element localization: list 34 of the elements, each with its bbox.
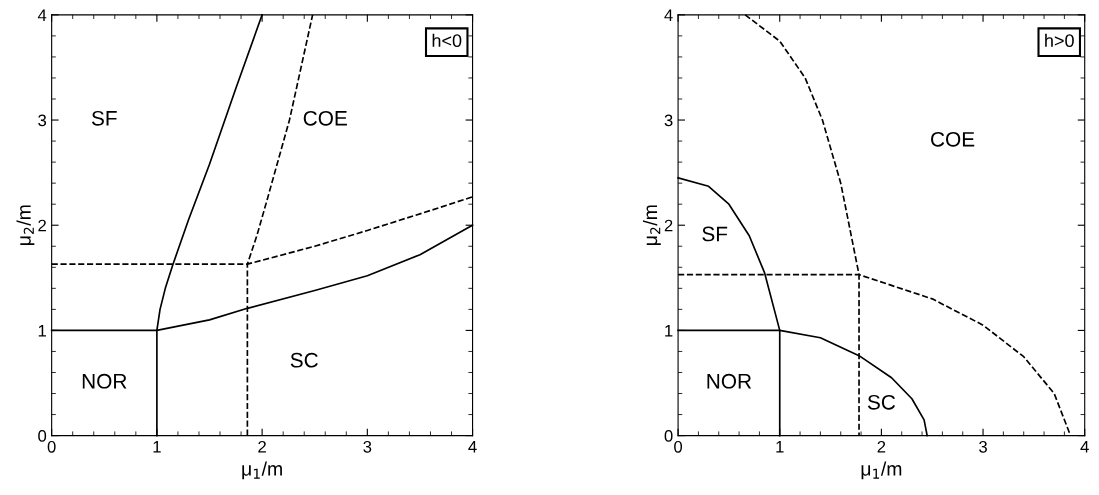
y-axis-title: μ$_{2}$/m [16, 205, 35, 246]
y-tick-label: 1 [665, 324, 673, 337]
annotation: COE [931, 131, 975, 147]
y-tick-label: 0 [664, 430, 673, 442]
annotation: SF [702, 226, 728, 242]
annotation: h<0 [432, 33, 462, 48]
y-tick-label: 1 [38, 324, 46, 337]
y-tick-label: 4 [664, 9, 673, 21]
y-tick-label: 2 [38, 219, 46, 232]
x-tick-label: 2 [877, 440, 886, 453]
y-axis-title: μ$_{2}$/m [642, 205, 661, 246]
annotation: SF [91, 110, 117, 126]
annotation: h>0 [1045, 33, 1074, 48]
y-tick-label: 3 [664, 114, 673, 127]
x-tick-label: 0 [47, 440, 56, 453]
x-axis-title: μ$_{1}$/m [861, 461, 902, 480]
annotation: NOR [82, 373, 127, 389]
x-tick-label: 4 [468, 441, 477, 453]
y-tick-label: 4 [37, 9, 47, 21]
y-tick-label: 2 [664, 219, 673, 232]
annotation: COE [303, 110, 347, 126]
x-tick-label: 1 [153, 441, 161, 453]
x-tick-label: 3 [363, 440, 372, 453]
x-axis-title: μ$_{1}$/m [242, 461, 282, 480]
x-tick-label: 4 [1080, 441, 1089, 453]
x-tick-label: 1 [776, 441, 784, 453]
x-tick-label: 3 [979, 440, 987, 453]
annotation: SC [290, 352, 318, 368]
y-tick-label: 0 [38, 430, 47, 442]
annotation: SC [867, 394, 896, 410]
x-tick-label: 0 [674, 440, 683, 453]
annotation: NOR [707, 373, 752, 389]
x-tick-label: 2 [258, 440, 266, 453]
y-tick-label: 3 [38, 114, 47, 127]
